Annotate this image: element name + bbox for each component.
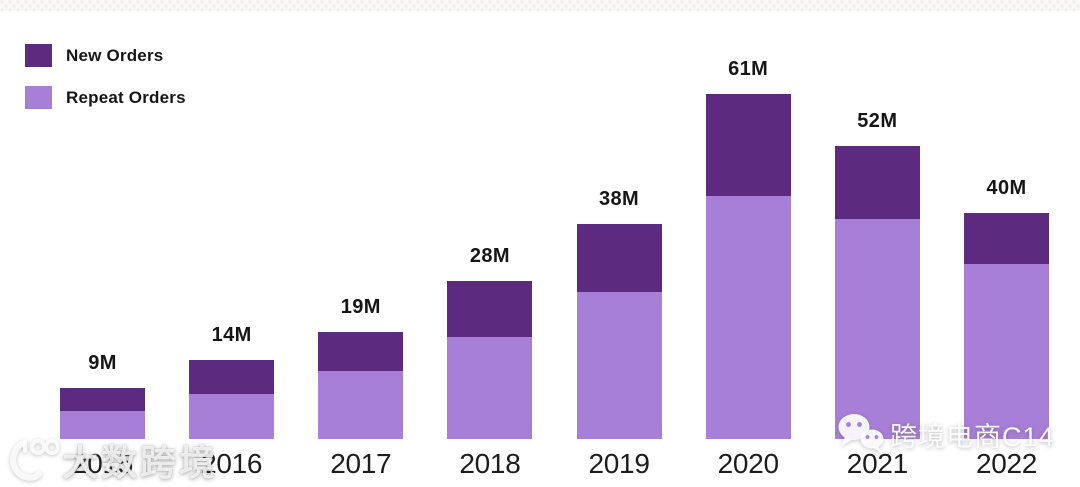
stacked-bar [60,388,145,439]
x-axis-category-label: 2020 [717,448,779,479]
bar-total-label: 28M [469,245,510,267]
bar-column: 28M 2018 [447,245,533,487]
bar-segment-repeat-orders [318,371,404,439]
bar-segment-repeat-orders [705,196,791,439]
bar-total-label: 52M [857,110,898,132]
top-texture-band [0,0,1080,11]
bar-column: 52M 2021 [834,110,920,487]
x-axis-category-label: 2016 [201,448,263,479]
x-axis-category-label: 2015 [71,448,134,479]
bar-segment-repeat-orders [60,411,145,439]
legend-label-repeat-orders: Repeat Orders [66,87,186,107]
legend-swatch-new-orders [25,44,52,67]
legend-item-new-orders: New Orders [25,44,186,67]
stacked-bar [189,360,275,439]
legend-swatch-repeat-orders [25,86,52,109]
bar-segment-new-orders [963,213,1049,264]
bar-column: 14M 2016 [189,324,275,487]
bar-column: 9M 2015 [60,352,145,487]
bar-segment-new-orders [318,332,404,371]
bar-segment-repeat-orders [447,337,533,439]
x-axis-category-label: 2018 [459,448,521,479]
bar-total-label: 14M [211,324,252,346]
bar-total-label: 9M [88,352,117,374]
x-axis-category-label: 2019 [588,448,650,479]
legend: New Orders Repeat Orders [25,44,186,109]
bar-total-label: 19M [340,296,381,318]
bar-segment-repeat-orders [834,219,920,439]
bar-segment-new-orders [834,146,920,219]
x-axis-category-label: 2017 [330,448,392,479]
legend-label-new-orders: New Orders [66,45,164,65]
bar-segment-repeat-orders [963,264,1049,439]
stacked-bar [834,146,920,439]
x-axis-category-label: 2022 [975,448,1038,479]
bar-segment-new-orders [447,281,533,337]
bar-segment-new-orders [189,360,275,394]
bar-total-label: 61M [728,58,769,80]
bar-segment-new-orders [60,388,145,411]
bar-segment-new-orders [576,224,662,292]
stacked-bar [705,94,791,439]
bar-column: 38M 2019 [576,188,662,487]
stacked-bar [447,281,533,439]
stacked-bar [576,224,662,439]
bar-column: 61M 2020 [705,58,791,487]
bar-total-label: 40M [986,177,1027,199]
stacked-bar [318,332,404,439]
stacked-bar [963,213,1049,439]
bar-segment-repeat-orders [576,292,662,439]
bar-column: 40M 2022 [963,177,1049,487]
bar-total-label: 38M [599,188,640,210]
x-axis-category-label: 2021 [846,448,908,479]
bar-segment-new-orders [705,94,791,196]
bar-column: 19M 2017 [318,296,404,487]
legend-item-repeat-orders: Repeat Orders [25,86,186,109]
bar-segment-repeat-orders [189,394,275,439]
